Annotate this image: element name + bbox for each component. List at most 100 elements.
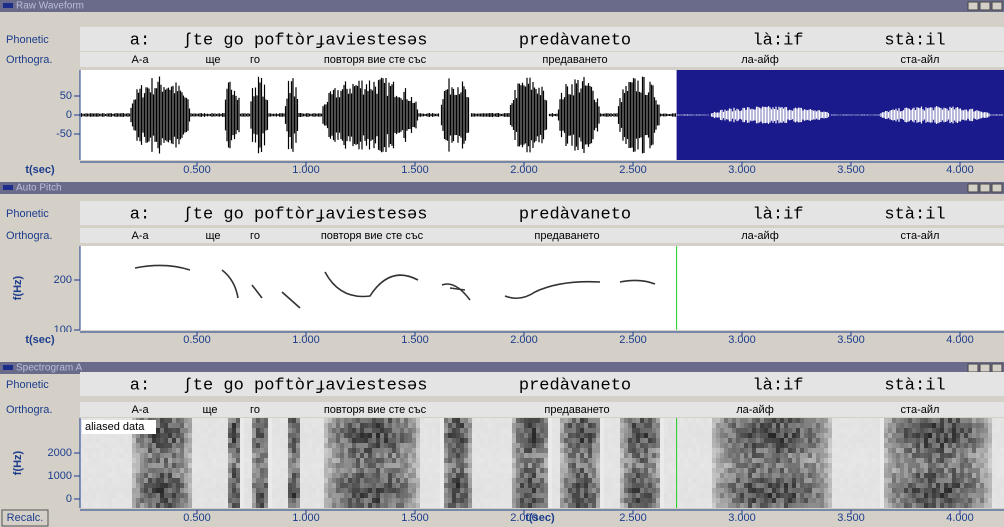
- spectrogram-cell: [992, 458, 996, 463]
- spectrogram-cell: [820, 418, 824, 423]
- spectrogram-cell: [348, 468, 352, 473]
- spectrogram-cell: [824, 473, 828, 478]
- spectrogram-cell: [292, 423, 296, 428]
- spectrogram-cell: [928, 438, 932, 443]
- spectrogram-cell: [992, 433, 996, 438]
- spectrogram-cell: [768, 423, 772, 428]
- spectrogram-cell: [416, 478, 420, 483]
- spectrogram-cell: [768, 468, 772, 473]
- spectrogram-cell: [160, 418, 164, 423]
- spectrogram-cell: [712, 488, 716, 493]
- spectrogram-cell: [300, 503, 304, 508]
- spectrogram-cell: [92, 453, 96, 458]
- spectrogram-cell: [96, 463, 100, 468]
- spectrogram-cell: [996, 468, 1000, 473]
- spectrogram-cell: [956, 418, 960, 423]
- spectrogram-cell: [468, 468, 472, 473]
- spectrogram-cell: [416, 418, 420, 423]
- spectrogram-cell: [144, 458, 148, 463]
- spectrogram-cell: [372, 473, 376, 478]
- spectrogram-cell: [496, 488, 500, 493]
- spectrogram-cell: [792, 503, 796, 508]
- spectrogram-cell: [844, 503, 848, 508]
- spectrogram-cell: [504, 418, 508, 423]
- spectrogram-cell: [936, 428, 940, 433]
- spectrogram-cell: [260, 428, 264, 433]
- spectrogram-cell: [912, 458, 916, 463]
- spectrogram-cell: [612, 443, 616, 448]
- spectrogram-cell: [656, 473, 660, 478]
- spectrogram-cell: [916, 433, 920, 438]
- spectrogram-cell: [152, 468, 156, 473]
- spectrogram-cell: [452, 423, 456, 428]
- spectrogram-cell: [240, 438, 244, 443]
- phonetic-row-label: Phonetic: [6, 208, 49, 220]
- window-control[interactable]: [992, 2, 1002, 10]
- spectrogram-cell: [952, 478, 956, 483]
- spectrogram-cell: [772, 453, 776, 458]
- spectrogram-cell: [912, 478, 916, 483]
- spectrogram-cell: [996, 463, 1000, 468]
- ortho-label: А-а: [131, 230, 149, 242]
- spectrogram-cell: [712, 453, 716, 458]
- spectrogram-cell: [268, 453, 272, 458]
- spectrogram-cell: [924, 433, 928, 438]
- spectrogram-cell: [552, 433, 556, 438]
- window-control[interactable]: [980, 364, 990, 372]
- spectrogram-cell: [556, 468, 560, 473]
- spectrogram-cell: [416, 498, 420, 503]
- spectrogram-cell: [648, 498, 652, 503]
- spectrogram-cell: [420, 503, 424, 508]
- spectrogram-cell: [792, 423, 796, 428]
- spectrogram-cell: [876, 458, 880, 463]
- spectrogram-cell: [664, 443, 668, 448]
- spectrogram-cell: [488, 423, 492, 428]
- window-control[interactable]: [968, 2, 978, 10]
- spectrogram-cell: [208, 448, 212, 453]
- spectrogram-cell: [840, 468, 844, 473]
- window-control[interactable]: [992, 184, 1002, 192]
- spectrogram-cell: [120, 458, 124, 463]
- spectrogram-cell: [864, 428, 868, 433]
- spectrogram-cell: [872, 423, 876, 428]
- spectrogram-cell: [380, 498, 384, 503]
- spectrogram-cell: [472, 418, 476, 423]
- spectrogram-cell: [220, 428, 224, 433]
- spectrogram-cell: [556, 478, 560, 483]
- spectrogram-cell: [628, 463, 632, 468]
- spectrogram-cell: [772, 503, 776, 508]
- spectrogram-cell: [840, 433, 844, 438]
- spectrogram-cell: [376, 498, 380, 503]
- spectrogram-cell: [736, 433, 740, 438]
- spectrogram-cell: [916, 423, 920, 428]
- spectrogram-cell: [904, 428, 908, 433]
- window-control[interactable]: [980, 2, 990, 10]
- spectrogram-cell: [804, 503, 808, 508]
- spectrogram-cell: [696, 493, 700, 498]
- spectrogram-cell: [940, 493, 944, 498]
- window-control[interactable]: [980, 184, 990, 192]
- window-control[interactable]: [992, 364, 1002, 372]
- spectrogram-cell: [180, 483, 184, 488]
- spectrogram-cell: [740, 423, 744, 428]
- spectrogram-cell: [972, 473, 976, 478]
- spectrogram-cell: [448, 478, 452, 483]
- spectrogram-cell: [468, 483, 472, 488]
- spectrogram-cell: [360, 478, 364, 483]
- spectrogram-cell: [224, 433, 228, 438]
- spectrogram-cell: [728, 468, 732, 473]
- spectrogram-cell: [504, 488, 508, 493]
- spectrogram-cell: [488, 453, 492, 458]
- spectrogram-cell: [712, 498, 716, 503]
- spectrogram-cell: [972, 503, 976, 508]
- spectrogram-cell: [392, 488, 396, 493]
- spectrogram-cell: [244, 438, 248, 443]
- spectrogram-cell: [940, 433, 944, 438]
- window-control[interactable]: [968, 364, 978, 372]
- spectrogram-cell: [228, 478, 232, 483]
- spectrogram-cell: [680, 493, 684, 498]
- spectrogram-cell: [860, 448, 864, 453]
- spectrogram-cell: [708, 428, 712, 433]
- window-control[interactable]: [968, 184, 978, 192]
- spectrogram-cell: [452, 473, 456, 478]
